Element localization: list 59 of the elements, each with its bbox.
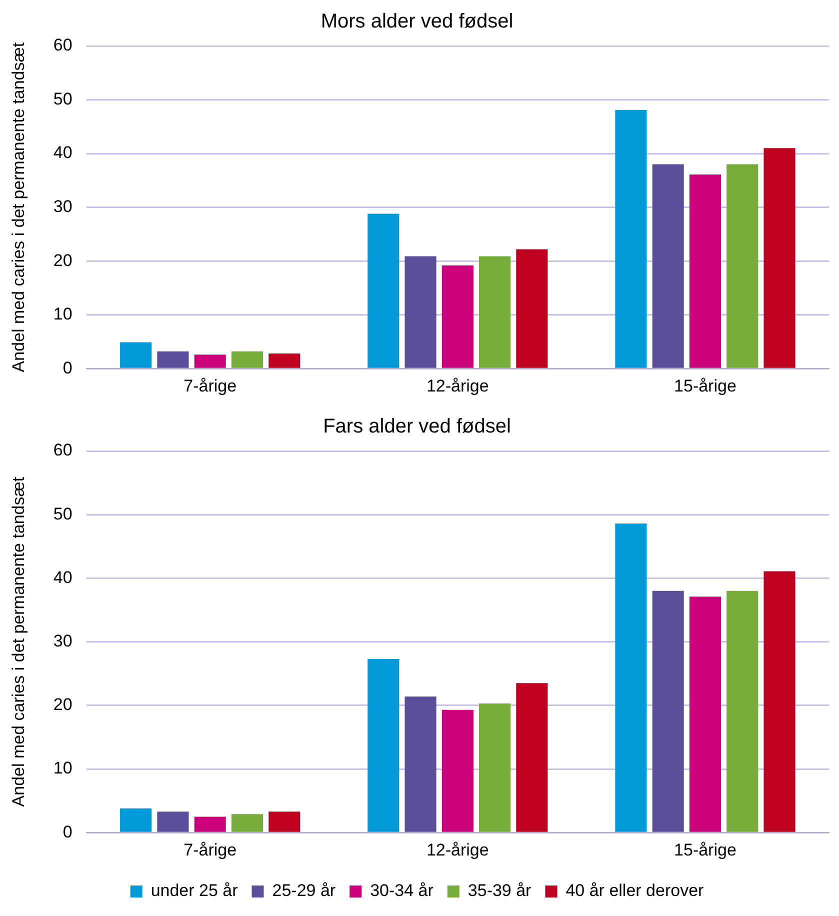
bar — [764, 571, 796, 832]
y-tick-label: 50 — [53, 504, 72, 524]
bar — [689, 174, 721, 368]
bar — [120, 808, 152, 832]
bar — [368, 658, 400, 832]
bar — [442, 265, 474, 368]
x-tick-label: 7-årige — [184, 840, 237, 860]
y-tick-label: 40 — [53, 143, 72, 162]
bar — [231, 351, 264, 368]
legend-label: 35-39 år — [468, 881, 532, 900]
y-tick-label: 60 — [53, 440, 72, 460]
y-tick-label: 50 — [53, 89, 72, 108]
bar — [726, 164, 758, 368]
chart-title: Fars alder ved fødsel — [323, 416, 511, 438]
y-tick-label: 30 — [53, 196, 72, 216]
bar — [194, 354, 226, 368]
bar — [726, 590, 758, 832]
legend-label: 30-34 år — [370, 881, 434, 900]
bar — [764, 148, 796, 368]
bar — [404, 696, 436, 832]
bar — [516, 249, 548, 368]
bar — [268, 354, 300, 368]
bar — [368, 214, 400, 368]
legend-label: 25-29 år — [272, 881, 336, 900]
x-tick-label: 7-årige — [184, 376, 237, 396]
bar — [120, 342, 152, 368]
bar — [689, 596, 721, 832]
y-tick-label: 20 — [53, 695, 72, 714]
bar — [268, 812, 300, 832]
bar — [516, 683, 548, 832]
bar — [231, 814, 264, 832]
bar — [615, 524, 647, 832]
bar — [404, 256, 436, 368]
y-tick-label: 0 — [62, 822, 72, 842]
y-tick-label: 20 — [53, 250, 72, 270]
y-tick-label: 0 — [62, 358, 72, 378]
bar — [157, 351, 189, 368]
bar — [442, 710, 474, 832]
y-tick-label: 40 — [53, 568, 72, 587]
bar — [615, 110, 647, 368]
y-tick-label: 60 — [53, 36, 72, 55]
y-tick-label: 10 — [53, 758, 72, 778]
y-axis-title: Andel med caries i det permanente tandsæt — [8, 42, 28, 372]
chart-title: Mors alder ved fødsel — [320, 10, 514, 33]
x-tick-label: 15-årige — [674, 840, 736, 860]
legend-label: under 25 år — [150, 881, 238, 900]
bar — [652, 590, 684, 832]
y-axis-title: Andel med caries i det permanente tandsæt — [8, 476, 28, 807]
y-tick-label: 30 — [53, 631, 72, 650]
x-tick-label: 15-årige — [674, 376, 736, 396]
legend-label: 40 år eller derover — [566, 881, 704, 900]
x-tick-label: 12-årige — [426, 840, 489, 860]
bar — [479, 703, 511, 832]
y-tick-label: 10 — [53, 304, 72, 324]
bar — [194, 816, 226, 832]
bar — [157, 812, 189, 832]
x-tick-label: 12-årige — [426, 376, 489, 396]
bar — [479, 256, 511, 368]
bar — [652, 164, 684, 368]
